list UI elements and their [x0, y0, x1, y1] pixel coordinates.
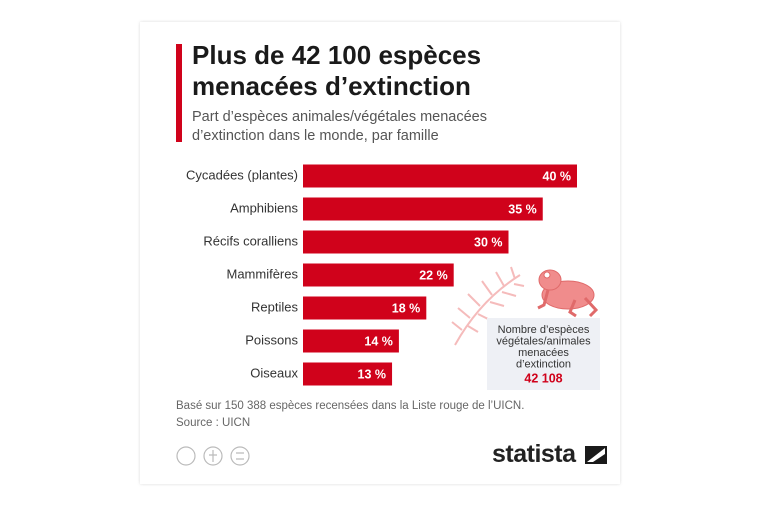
category-label: Mammifères [226, 266, 298, 281]
frog-legs [537, 289, 599, 318]
icon-nd [230, 446, 250, 466]
frog-head [538, 269, 562, 291]
fern-leaves [451, 266, 525, 333]
category-label: Reptiles [251, 299, 298, 314]
value-label: 40 % [543, 169, 572, 183]
bar [303, 263, 454, 287]
annotation-box [487, 318, 600, 390]
category-label: Oiseaux [250, 365, 298, 380]
chart-title: Plus de 42 100 espèces menacées d’extinc… [192, 40, 482, 101]
value-label: 13 % [358, 367, 387, 381]
category-label: Récifs coralliens [203, 233, 298, 248]
bar [303, 197, 543, 221]
annotation-value: 42 108 [524, 371, 562, 385]
chart-subtitle: Part d’espèces animales/végétales menacé… [192, 109, 487, 144]
brand-logo-mark [587, 448, 605, 462]
value-label: 30 % [474, 235, 503, 249]
frog-eye [543, 271, 551, 279]
value-label: 22 % [419, 268, 448, 282]
icon-cc [176, 446, 196, 466]
icon-by [203, 446, 223, 466]
bar [303, 296, 427, 320]
fern-stem [454, 274, 521, 346]
bar [303, 329, 399, 353]
category-label: Poissons [245, 332, 298, 347]
title-accent [176, 44, 182, 142]
footnote: Basé sur 150 388 espèces recensées dans … [176, 400, 525, 412]
bar [303, 164, 577, 188]
category-label: Amphibiens [230, 200, 298, 215]
value-label: 35 % [508, 202, 537, 216]
license-icons [176, 446, 250, 466]
bar [303, 230, 509, 254]
value-label: 14 % [364, 334, 393, 348]
bar [303, 362, 393, 386]
category-label: Cycadées (plantes) [186, 167, 298, 182]
frog-illustration [537, 269, 599, 318]
icon-glyphs [209, 450, 244, 462]
fern-illustration [451, 266, 525, 346]
annotation-text: Nombre d’espèces végétales/animales menacé… [496, 324, 591, 371]
value-label: 18 % [392, 301, 421, 315]
brand: statista [492, 440, 576, 468]
source: Source : UICN [176, 417, 251, 429]
